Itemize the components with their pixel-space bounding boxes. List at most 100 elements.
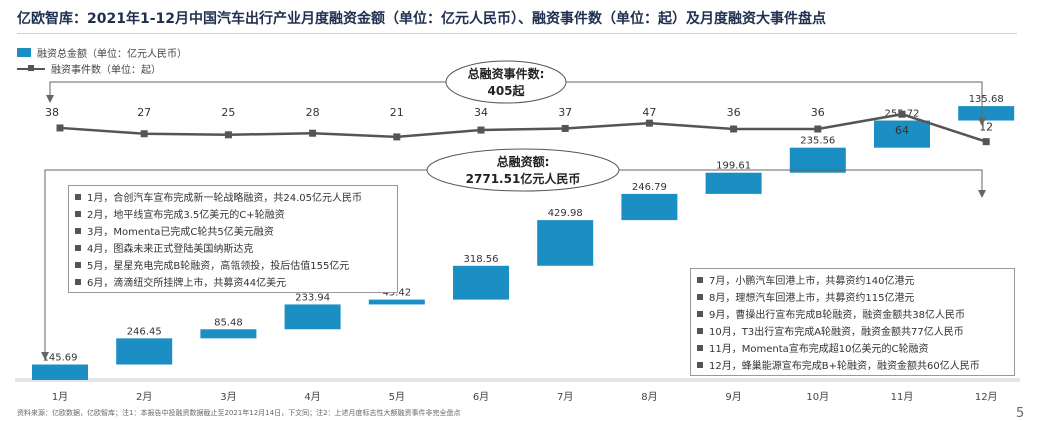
bar-11 (874, 120, 930, 148)
bullet-square-icon (697, 276, 703, 283)
bullet-square-icon (75, 193, 81, 200)
bar-value-label: 45.42 (382, 288, 411, 299)
bar-7 (537, 220, 594, 266)
milestone-item: 4月，图森未来正式登陆美国纳斯达克 (75, 239, 391, 256)
milestone-item: 2月，地平线宣布完成3.5亿美元的C+轮融资 (75, 205, 391, 222)
legend: 融资总金额（单位：亿元人民币） 融资事件数（单位：起） (17, 44, 187, 76)
milestone-text: 3月，Momenta已完成C轮共5亿美元融资 (87, 227, 274, 238)
x-tick-label: 2月 (136, 391, 152, 403)
line-value-label: 64 (895, 124, 909, 137)
line-value-label: 38 (45, 106, 59, 119)
bar-10 (789, 147, 846, 173)
milestone-item: 5月，星星充电完成B轮融资，高瓴领投，投后估值155亿元 (75, 256, 391, 273)
line-point-11 (898, 110, 906, 118)
bar-5 (368, 299, 425, 305)
line-point-2 (140, 130, 148, 138)
bullet-square-icon (697, 344, 703, 351)
milestone-text: 4月，图森未来正式登陆美国纳斯达克 (87, 244, 254, 255)
milestone-item: 1月，合创汽车宣布完成新一轮战略融资，共24.05亿元人民币 (75, 188, 391, 205)
line-value-label: 34 (474, 106, 488, 119)
bullet-square-icon (75, 210, 81, 217)
line-point-5 (393, 133, 401, 141)
events-line (59, 112, 987, 143)
line-value-label: 47 (642, 106, 656, 119)
line-point-7 (561, 124, 569, 132)
milestone-item: 11月，Momenta宣布完成超10亿美元的C轮融资 (697, 339, 1008, 356)
x-tick-label: 9月 (725, 391, 741, 403)
events-arrow-left (49, 81, 446, 97)
bullet-square-icon (697, 361, 703, 368)
milestone-item: 12月，蜂巢能源宣布完成B+轮融资，融资金额共60亿人民币 (697, 356, 1008, 373)
bar-3 (200, 329, 257, 339)
bar-value-label: 145.69 (43, 353, 78, 364)
line-value-label: 28 (306, 106, 320, 119)
bar-value-label: 199.61 (716, 161, 751, 172)
x-tick-label: 6月 (473, 391, 489, 403)
line-point-8 (645, 119, 653, 127)
bar-series: 145.69 246.45 85.48 233.94 45.42 318.56 429.98… (32, 94, 1015, 380)
bar-value-label: 429.98 (548, 208, 583, 219)
milestone-text: 5月，星星充电完成B轮融资，高瓴领投，投后估值155亿元 (87, 261, 350, 272)
milestone-item: 9月，曹操出行宣布完成B轮融资，融资金额共38亿人民币 (697, 305, 1008, 322)
bar-1 (32, 364, 88, 380)
legend-item-line: 融资事件数（单位：起） (17, 60, 187, 76)
legend-item-bar: 融资总金额（单位：亿元人民币） (17, 44, 187, 60)
bar-value-label: 246.45 (127, 326, 162, 337)
x-tick-label: 7月 (557, 391, 573, 403)
amount-arrow-right (619, 169, 983, 192)
line-value-label: 36 (727, 106, 741, 119)
bar-2 (116, 338, 173, 365)
x-tick-label: 10月 (806, 391, 829, 403)
amount-arrowhead-right (978, 190, 986, 198)
events-callout-value: 405起 (487, 83, 525, 98)
milestone-item: 3月，Momenta已完成C轮共5亿美元融资 (75, 222, 391, 239)
bar-value-label: 246.79 (632, 182, 667, 193)
milestone-text: 6月，滴滴纽交所挂牌上市，共募资44亿美元 (87, 278, 287, 289)
legend-bar-swatch (17, 47, 31, 57)
x-tick-label: 8月 (641, 391, 657, 403)
line-value-label: 37 (558, 106, 572, 119)
events-arrow-right (566, 81, 983, 120)
milestone-text: 2月，地平线宣布完成3.5亿美元的C+轮融资 (87, 210, 285, 221)
line-point-4 (309, 129, 317, 137)
amount-arrowhead-left (41, 352, 49, 360)
milestone-text: 11月，Momenta宣布完成超10亿美元的C轮融资 (709, 344, 929, 355)
milestone-text: 12月，蜂巢能源宣布完成B+轮融资，融资金额共60亿人民币 (709, 361, 980, 372)
legend-line-swatch (17, 64, 45, 73)
callouts: 总融资事件数: 405起 总融资额: 2771.51亿元人民币 (41, 60, 986, 360)
line-point-10 (814, 125, 822, 133)
milestone-text: 9月，曹操出行宣布完成B轮融资，融资金额共38亿人民币 (709, 310, 965, 321)
bullet-square-icon (697, 327, 703, 334)
line-point-6 (477, 126, 485, 134)
page-number: 5 (1016, 406, 1025, 421)
x-tick-label: 12月 (975, 391, 998, 403)
line-point-9 (730, 125, 738, 133)
line-point-3 (224, 131, 232, 139)
line-point-1 (56, 124, 64, 132)
bar-8 (621, 193, 678, 221)
line-value-label: 27 (137, 106, 151, 119)
x-tick-label: 4月 (304, 391, 320, 403)
milestones-jul-dec: 7月，小鹏汽车回港上市，共募资约140亿港元 8月，理想汽车回港上市，共募资约11… (690, 268, 1015, 376)
legend-line-label: 融资事件数（单位：起） (51, 64, 161, 76)
bar-4 (284, 304, 341, 330)
milestones-jan-jun: 1月，合创汽车宣布完成新一轮战略融资，共24.05亿元人民币 2月，地平线宣布完成… (68, 185, 398, 293)
bar-9 (705, 172, 762, 194)
axis-band (15, 378, 1020, 382)
x-tick-label: 1月 (52, 391, 68, 403)
x-tick-label: 5月 (389, 391, 405, 403)
title-divider (17, 33, 1017, 34)
bar-6 (453, 265, 509, 300)
line-value-label: 36 (811, 106, 825, 119)
bullet-square-icon (75, 244, 81, 251)
bar-value-label: 318.56 (464, 254, 499, 265)
bullet-square-icon (75, 278, 81, 285)
milestone-text: 8月，理想汽车回港上市，共募资约115亿港元 (709, 293, 915, 304)
amount-callout-label: 总融资额: (497, 154, 550, 169)
source-footnote: 资料来源：亿欧数据，亿欧智库；注1：本报告中投融资数据截止至2021年12月14… (17, 409, 461, 417)
milestone-text: 1月，合创汽车宣布完成新一轮战略融资，共24.05亿元人民币 (87, 193, 362, 204)
bar-12 (958, 106, 1015, 121)
bullet-square-icon (75, 227, 81, 234)
